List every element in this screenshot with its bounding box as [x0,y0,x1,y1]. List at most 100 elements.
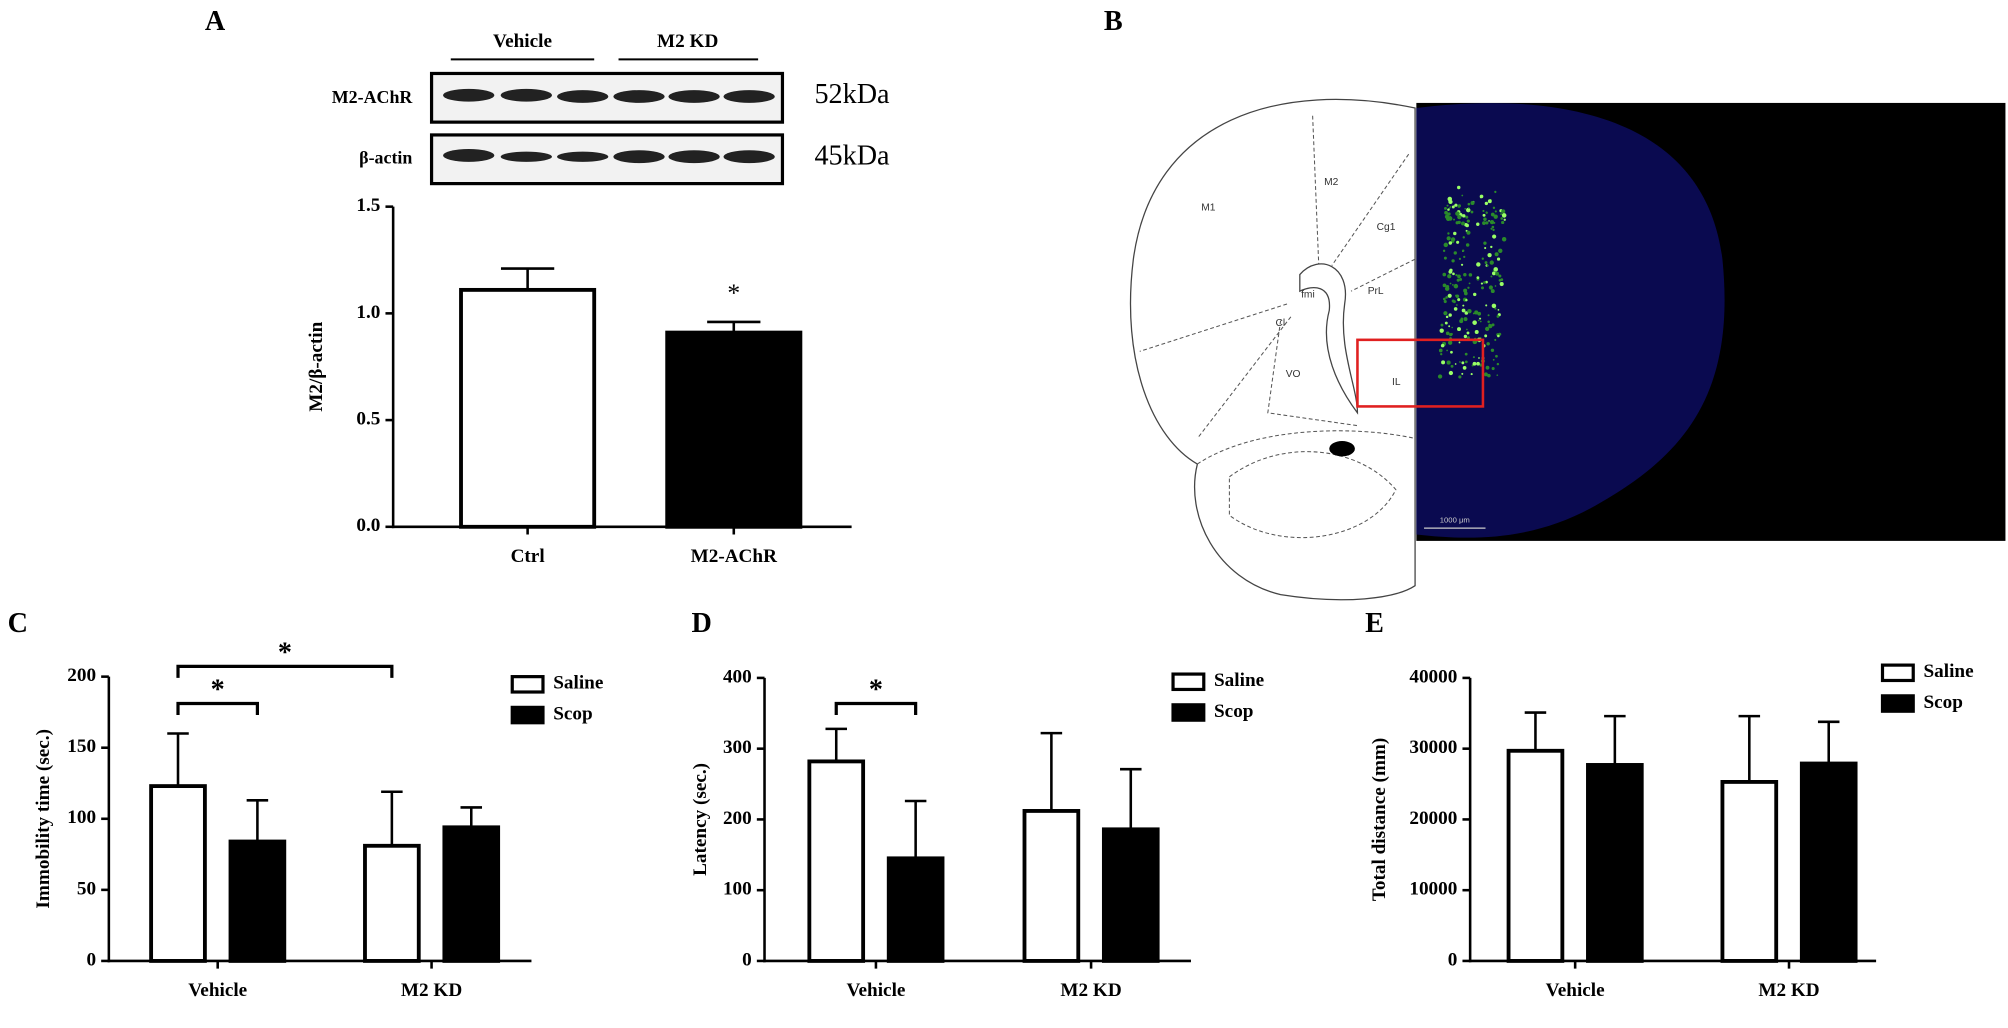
blot-size: 52kDa [814,79,890,110]
dot [1488,323,1491,326]
dot [1496,374,1499,376]
dot [1476,262,1481,267]
dot [1444,210,1448,215]
dot [1463,273,1467,277]
dot [1445,284,1450,289]
dot [1443,256,1447,260]
ventricle [1329,441,1355,457]
legend-label: Saline [1923,661,1974,682]
dot [1494,285,1497,287]
dot [1501,213,1507,218]
dot [1492,234,1497,239]
dot [1503,218,1506,221]
dot [1452,272,1455,276]
bar [1799,761,1858,963]
dot [1488,285,1493,290]
y-tick-label: 0.5 [356,408,380,429]
bar [1720,780,1779,963]
dot [1483,372,1488,377]
dot [1446,216,1451,222]
dot [1500,217,1504,220]
dot [1458,375,1462,379]
dot [1456,278,1460,282]
dot [1500,213,1503,216]
dot [1455,221,1459,225]
y-tick-label: 1.0 [356,302,380,323]
y-tick-label: 20000 [1409,808,1457,829]
panel-label: E [1365,608,1384,639]
atlas-region: M1 [1201,203,1216,214]
border [1312,115,1320,272]
dot [1499,281,1504,287]
dot [1494,210,1497,213]
dot [1444,321,1448,325]
legend-label: Saline [1214,670,1265,691]
bar [1101,827,1160,963]
dot [1485,304,1488,307]
dot [1448,325,1451,328]
dot [1447,274,1452,279]
dot [1487,199,1492,204]
y-axis-label: M2/β-actin [306,321,327,411]
dot [1490,220,1493,223]
bar [459,287,597,529]
dot [1464,352,1468,356]
atlas-region: VO [1286,369,1301,380]
dot [1451,283,1454,286]
dot [1467,286,1470,289]
dot [1444,206,1447,210]
dot [1452,300,1456,304]
dot [1501,209,1506,214]
dot [1487,314,1490,317]
dot [1470,210,1474,214]
dot [1449,282,1452,285]
dot [1465,243,1470,247]
legend-swatch [1171,672,1206,692]
dot [1496,257,1501,261]
dot [1480,282,1483,285]
dot [1463,255,1466,258]
dot [1491,367,1495,371]
band [613,90,665,103]
dot [1466,331,1470,335]
dot [1456,304,1458,306]
dot [1445,331,1450,336]
dot [1459,278,1463,281]
blot-size: 45kDa [814,140,890,171]
y-axis-label: Immobility time (sec.) [33,729,54,909]
band [557,90,609,103]
dot [1484,201,1489,206]
band [500,88,552,102]
x-tick-label: Vehicle [846,980,905,1001]
annotation: * [278,637,292,668]
border [1139,303,1288,352]
dot [1442,272,1447,277]
dot [1442,283,1447,288]
x-tick-label: M2 KD [401,980,462,1001]
dot [1466,219,1470,223]
dot [1450,364,1454,368]
dot [1496,315,1500,318]
y-tick-label: 200 [723,808,752,829]
bar [149,784,207,963]
dot [1479,320,1482,323]
dot [1492,358,1495,361]
border [1197,430,1416,465]
atlas-borders [1139,115,1416,539]
dot [1461,249,1465,252]
dot [1484,334,1488,338]
bands [443,88,775,164]
dot [1492,270,1495,272]
dot [1449,217,1453,220]
band [668,90,720,103]
y-tick-label: 0 [86,949,96,970]
dot [1438,348,1443,353]
bar [1586,763,1644,963]
dot [1476,222,1480,226]
legend-swatch [1880,663,1915,683]
tissue [1416,103,1725,538]
panel-label: A [205,6,226,37]
dot [1441,360,1446,365]
dot [1453,218,1455,221]
